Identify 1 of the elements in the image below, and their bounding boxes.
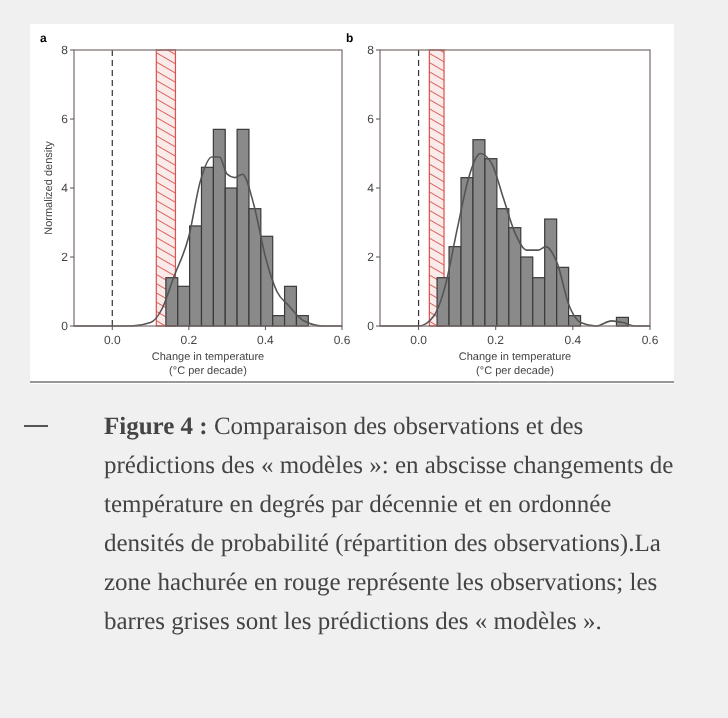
text: Figure 4 : [104, 412, 214, 440]
